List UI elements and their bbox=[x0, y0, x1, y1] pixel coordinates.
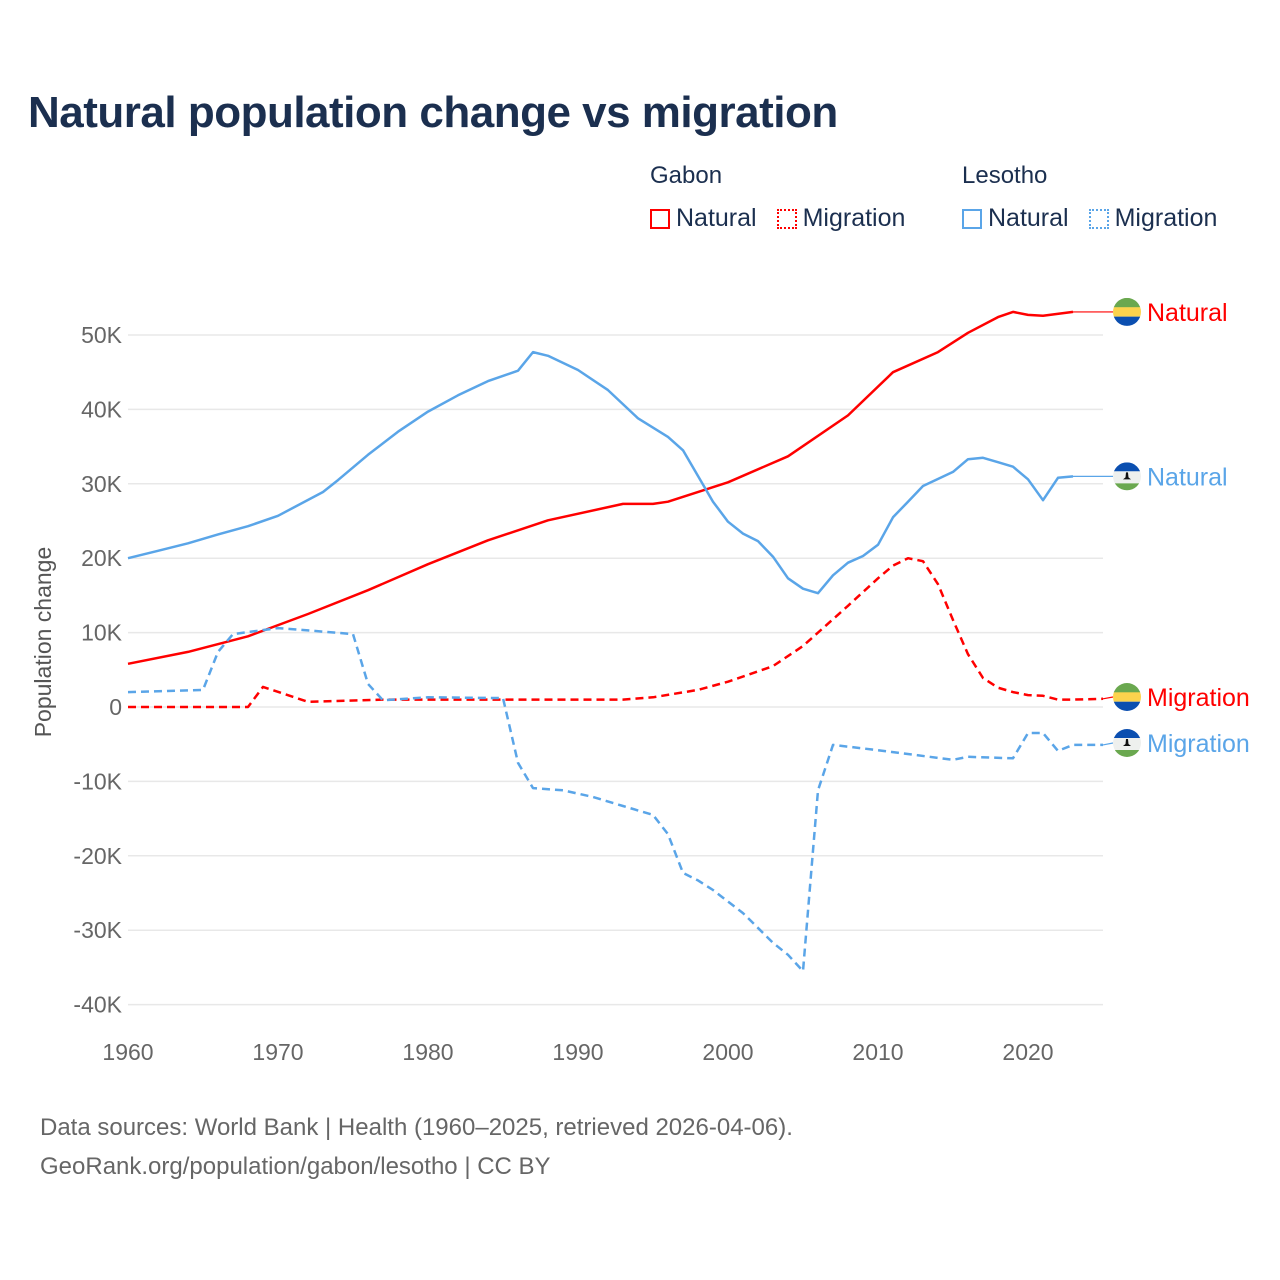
flag-stripe bbox=[1113, 483, 1141, 491]
y-tick-label: -40K bbox=[73, 992, 122, 1018]
data-source-text: Data sources: World Bank | Health (1960–… bbox=[40, 1114, 793, 1141]
y-axis: 50K 40K 30K 20K 10K 0 -10K -20K -30K -40K bbox=[73, 322, 122, 1018]
legend-label: Natural bbox=[676, 204, 757, 232]
dotted-swatch-icon bbox=[776, 208, 797, 229]
lesotho-natural-line bbox=[127, 350, 1074, 595]
flag-stripe bbox=[1113, 462, 1141, 472]
x-axis: 1960 1970 1980 1990 2000 2010 2020 bbox=[102, 1039, 1053, 1065]
series-end-label: Migration bbox=[1147, 684, 1250, 712]
legend-item-lesotho-natural[interactable]: Natural bbox=[962, 204, 1069, 233]
y-tick-label: -20K bbox=[73, 843, 122, 869]
lesotho-flag-icon bbox=[1113, 729, 1141, 757]
legend-item-gabon-migration[interactable]: Migration bbox=[776, 204, 906, 233]
y-tick-label: 10K bbox=[81, 620, 123, 646]
series-end-label: Natural bbox=[1147, 299, 1228, 327]
attribution-link[interactable]: GeoRank.org/population/gabon/lesotho | C… bbox=[40, 1153, 551, 1180]
flag-stripe bbox=[1113, 307, 1141, 317]
flag-stripe bbox=[1113, 692, 1141, 702]
y-tick-label: 40K bbox=[81, 396, 123, 422]
series-end-label: Natural bbox=[1147, 463, 1228, 491]
flag-stripe bbox=[1113, 683, 1141, 693]
x-tick-label: 2020 bbox=[1002, 1039, 1053, 1065]
legend-label: Natural bbox=[988, 204, 1069, 232]
x-tick-label: 1970 bbox=[252, 1039, 303, 1065]
legend-group-lesotho: Lesotho Natural Migration bbox=[962, 162, 1217, 233]
lesotho-migration-line bbox=[127, 626, 1103, 973]
chart-title: Natural population change vs migration bbox=[28, 88, 838, 137]
gabon-migration-line bbox=[128, 556, 1104, 709]
connector-line bbox=[1102, 742, 1114, 746]
gabon-natural-line bbox=[127, 310, 1074, 666]
x-tick-label: 1960 bbox=[102, 1039, 153, 1065]
connector-line bbox=[1102, 696, 1114, 700]
lesotho-flag-icon bbox=[1113, 462, 1141, 491]
legend-group-name: Lesotho bbox=[962, 162, 1048, 189]
series-end-label: Migration bbox=[1147, 730, 1250, 758]
y-tick-label: -30K bbox=[73, 917, 122, 943]
series-lines bbox=[127, 310, 1104, 973]
x-tick-label: 1990 bbox=[552, 1039, 603, 1065]
gabon-flag-icon bbox=[1113, 297, 1141, 326]
legend-item-gabon-natural[interactable]: Natural bbox=[650, 204, 757, 233]
legend-label: Migration bbox=[802, 204, 906, 232]
flag-stripe bbox=[1113, 316, 1141, 326]
legend-item-lesotho-migration[interactable]: Migration bbox=[1088, 204, 1218, 233]
y-tick-label: 50K bbox=[81, 322, 123, 348]
gabon-flag-icon bbox=[1113, 683, 1141, 711]
legend-group-name: Gabon bbox=[650, 162, 723, 189]
flag-stripe bbox=[1113, 297, 1141, 308]
basotho-hat bbox=[1123, 739, 1131, 746]
legend-label: Migration bbox=[1114, 204, 1218, 232]
y-tick-label: -10K bbox=[73, 768, 122, 794]
end-labels: Natural Natural Migration Migration bbox=[1073, 297, 1250, 758]
footer: Data sources: World Bank | Health (1960–… bbox=[40, 1108, 793, 1186]
basotho-hat bbox=[1123, 472, 1131, 480]
solid-swatch-icon bbox=[962, 208, 982, 229]
flag-stripe bbox=[1113, 729, 1141, 738]
flag-stripe bbox=[1113, 750, 1141, 757]
dotted-swatch-icon bbox=[1088, 208, 1109, 229]
x-tick-label: 2000 bbox=[702, 1039, 753, 1065]
x-tick-label: 1980 bbox=[402, 1039, 453, 1065]
gridlines bbox=[128, 334, 1103, 1006]
y-tick-label: 20K bbox=[81, 545, 123, 571]
x-tick-label: 2010 bbox=[852, 1039, 903, 1065]
flag-stripe bbox=[1113, 701, 1141, 711]
y-axis-label: Population change bbox=[30, 547, 56, 738]
solid-swatch-icon bbox=[650, 208, 670, 229]
y-tick-label: 30K bbox=[81, 471, 123, 497]
legend-group-gabon: Gabon Natural Migration bbox=[650, 162, 905, 233]
y-tick-label: 0 bbox=[109, 694, 122, 720]
